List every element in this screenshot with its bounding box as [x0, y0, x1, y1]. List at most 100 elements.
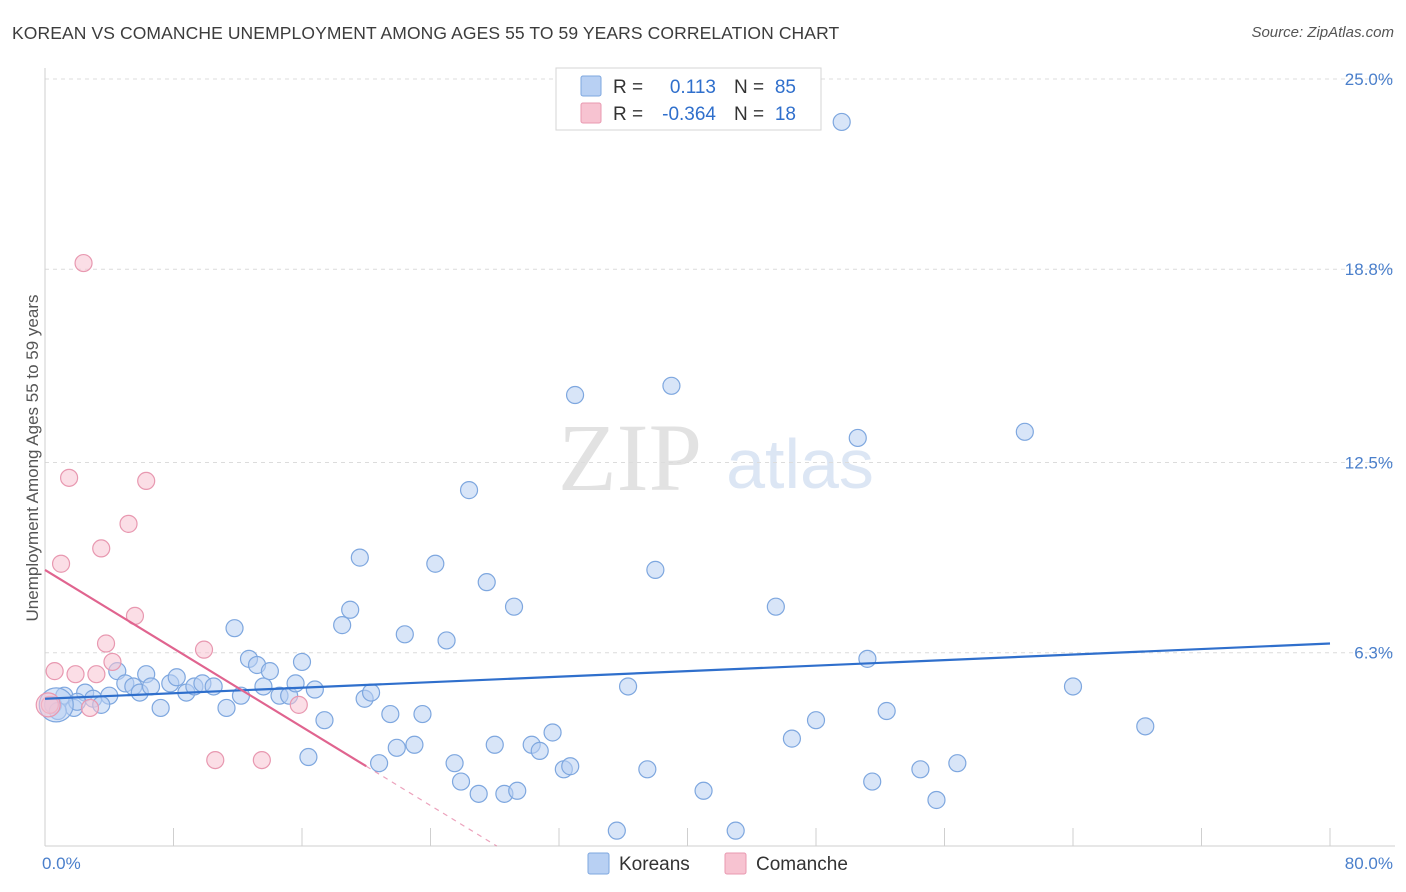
korean-point — [485, 735, 504, 754]
korean-point — [1063, 677, 1083, 696]
comanche-point — [35, 692, 61, 718]
comanche-point — [137, 471, 156, 491]
series-legend: Koreans Comanche — [587, 852, 848, 875]
y-tick-label: 6.3% — [1354, 644, 1393, 663]
y-tick-label: 25.0% — [1345, 70, 1393, 89]
comanche-point — [74, 253, 93, 273]
korean-point — [315, 711, 334, 730]
comanche-point — [87, 665, 106, 684]
comanche-point — [119, 514, 138, 533]
comanche-point — [103, 652, 122, 672]
korean-point — [445, 754, 464, 773]
legend-n-label-koreans: N = — [734, 77, 764, 98]
korean-point — [877, 701, 896, 721]
korean-point — [561, 757, 580, 776]
korean-point — [530, 741, 549, 760]
korean-point — [260, 662, 279, 681]
legend-r-value-koreans: 0.113 — [670, 77, 716, 98]
comanche-trendline-extension — [365, 765, 498, 847]
korean-point — [504, 597, 524, 616]
korean-point — [543, 723, 562, 742]
korean-point — [469, 784, 488, 803]
axes — [44, 68, 1395, 847]
comanche-trendline — [44, 568, 367, 768]
legend-swatch-koreans — [580, 75, 602, 97]
comanche-point — [252, 750, 271, 770]
comanche-point — [66, 665, 85, 684]
korean-point — [508, 781, 527, 800]
bottom-swatch-comanche — [724, 852, 747, 875]
korean-point — [381, 704, 400, 724]
korean-point — [766, 597, 785, 616]
comanche-point — [206, 750, 225, 770]
korean-point — [151, 698, 170, 718]
korean-point — [911, 760, 930, 779]
bottom-swatch-koreans — [587, 852, 610, 875]
korean-point — [254, 677, 273, 696]
legend-n-label-comanche: N = — [734, 104, 764, 125]
legend-swatch-comanche — [580, 102, 602, 124]
korean-point — [638, 760, 657, 779]
korean-point — [694, 781, 713, 800]
korean-point — [387, 738, 406, 757]
chart-source: Source: ZipAtlas.com — [1251, 24, 1394, 41]
legend-r-label-koreans: R = — [613, 77, 643, 98]
korean-point — [863, 772, 882, 791]
korean-point — [286, 674, 305, 693]
korean-point — [451, 772, 471, 791]
korean-point — [413, 704, 432, 724]
korean-point — [426, 554, 445, 573]
korean-point — [927, 790, 946, 810]
comanche-point — [96, 634, 116, 653]
comanche-point — [92, 539, 111, 558]
korean-point — [405, 735, 424, 754]
comanche-point — [80, 698, 100, 718]
korean-point — [141, 677, 161, 696]
korean-point — [782, 729, 802, 748]
legend-r-value-comanche: -0.364 — [662, 104, 716, 125]
y-tick-labels: 6.3% 12.5% 18.8% 25.0% — [1345, 70, 1393, 663]
x-tick-label: 0.0% — [42, 854, 81, 873]
watermark-zip: ZIP — [558, 404, 702, 511]
korean-point — [806, 711, 826, 730]
korean-point — [370, 754, 389, 773]
korean-point — [292, 652, 312, 672]
korean-point — [646, 560, 665, 579]
korean-point — [350, 548, 369, 567]
korean-point — [848, 428, 867, 448]
correlation-legend: R = 0.113 N = 85 R = -0.364 N = 18 — [555, 67, 822, 131]
legend-n-value-comanche: 18 — [775, 104, 796, 125]
korean-point — [726, 821, 745, 840]
korean-point — [858, 649, 877, 668]
korean-point — [225, 619, 244, 638]
korean-point — [832, 112, 851, 132]
comanche-point — [45, 662, 64, 681]
y-tick-label: 12.5% — [1345, 454, 1393, 473]
comanche-point — [51, 554, 71, 573]
korean-point — [299, 747, 318, 767]
legend-n-value-koreans: 85 — [775, 77, 796, 98]
korean-trendline — [44, 642, 1331, 700]
comanche-points — [35, 253, 308, 770]
x-tick-labels: 0.0% 80.0% — [42, 854, 1393, 873]
x-tick-label: 80.0% — [1345, 854, 1393, 873]
comanche-point — [59, 468, 79, 487]
legend-r-label-comanche: R = — [613, 104, 643, 125]
y-tick-label: 18.8% — [1345, 260, 1393, 279]
gridlines — [45, 78, 1395, 654]
korean-point — [459, 481, 479, 500]
korean-point — [477, 573, 496, 592]
bottom-legend-comanche: Comanche — [756, 854, 848, 875]
comanche-point — [289, 695, 308, 714]
korean-point — [607, 821, 626, 840]
korean-point — [437, 631, 456, 650]
comanche-point — [194, 640, 214, 659]
trendlines — [44, 568, 1331, 847]
korean-point — [395, 625, 414, 644]
bottom-legend-koreans: Koreans — [619, 854, 690, 875]
korean-point — [305, 680, 324, 699]
korean-point — [618, 677, 638, 696]
korean-point — [565, 385, 585, 405]
chart-title: KOREAN VS COMANCHE UNEMPLOYMENT AMONG AG… — [12, 23, 840, 43]
